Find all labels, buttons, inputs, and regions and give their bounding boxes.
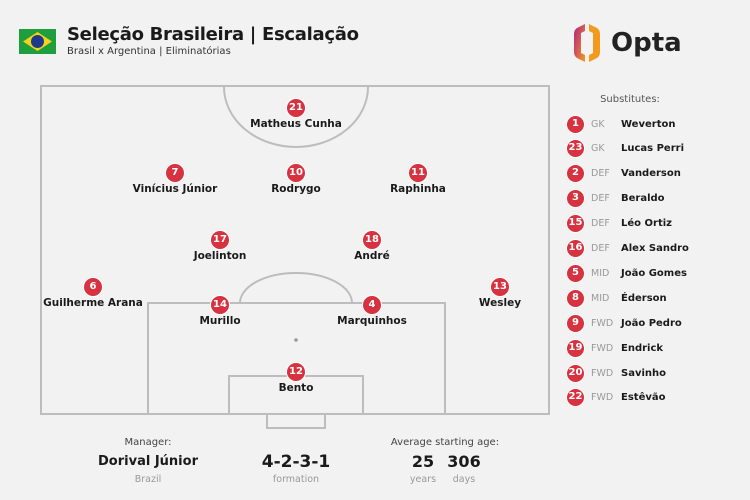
player-number: 13	[490, 277, 510, 297]
sub-number: 15	[566, 214, 585, 234]
manager-label: Manager:	[124, 437, 172, 448]
player-name: Rodrygo	[271, 183, 321, 195]
formation: 4-2-3-1	[261, 452, 331, 472]
sub-position: DEF	[591, 193, 610, 205]
player: 7 Vinícius Júnior	[105, 160, 245, 195]
player: 4 Marquinhos	[302, 292, 442, 327]
substitute-row: 2 DEF Vanderson	[566, 164, 681, 184]
player-name: Marquinhos	[337, 315, 407, 327]
sub-position: DEF	[591, 168, 610, 180]
sub-number: 9	[566, 313, 585, 333]
sub-number: 19	[566, 338, 585, 358]
sub-position: DEF	[591, 243, 610, 254]
sub-number: 20	[566, 363, 585, 383]
manager-name: Dorival Júnior	[98, 454, 198, 469]
player-name: Murillo	[199, 315, 241, 327]
sub-name: Endrick	[621, 342, 664, 354]
player-number: 14	[210, 295, 230, 315]
player-number: 7	[165, 163, 185, 183]
sub-position: FWD	[591, 392, 614, 404]
sub-number: 23	[566, 139, 585, 159]
player-name: Guilherme Arana	[43, 297, 143, 309]
player: 6 Guilherme Arana	[23, 274, 163, 309]
sub-position: GK	[591, 118, 605, 130]
age-label: Average starting age:	[390, 437, 500, 448]
player-name: Raphinha	[390, 183, 446, 195]
player: 17 Joelinton	[150, 227, 290, 262]
sub-name: Beraldo	[621, 193, 665, 205]
sub-name: Éderson	[621, 292, 667, 304]
player-number: 6	[83, 277, 103, 297]
player-name: Matheus Cunha	[250, 118, 342, 130]
opta-logo-icon	[574, 24, 600, 62]
sub-number: 1	[566, 114, 585, 134]
sub-number: 22	[566, 388, 585, 408]
substitute-row: 1 GK Weverton	[566, 114, 675, 134]
substitute-row: 23 GK Lucas Perri	[566, 139, 684, 159]
player-number: 4	[362, 295, 382, 315]
substitute-row: 20 FWD Savinho	[566, 363, 666, 383]
player: 11 Raphinha	[348, 160, 488, 195]
sub-position: FWD	[591, 317, 614, 329]
sub-name: Alex Sandro	[621, 243, 689, 254]
page-subtitle: Brasil x Argentina | Eliminatórias	[67, 46, 231, 57]
substitute-row: 3 DEF Beraldo	[566, 189, 665, 209]
player: 18 André	[302, 227, 442, 262]
sub-number: 16	[566, 239, 585, 258]
sub-name: Weverton	[621, 118, 676, 130]
substitute-row: 22 FWD Estêvão	[566, 388, 665, 408]
substitutes-title: Substitutes:	[600, 94, 660, 105]
sub-position: FWD	[591, 342, 614, 354]
substitute-row: 8 MID Éderson	[566, 288, 667, 308]
sub-position: GK	[591, 143, 605, 155]
sub-number: 8	[566, 288, 585, 308]
player: 10 Rodrygo	[226, 160, 366, 195]
substitute-row: 5 MID João Gomes	[566, 263, 687, 283]
age-years: 25	[411, 452, 435, 471]
brazil-flag-icon	[19, 29, 56, 54]
sub-position: FWD	[591, 367, 614, 379]
player-number: 18	[362, 230, 382, 250]
sub-position: DEF	[591, 218, 610, 230]
goal	[266, 414, 326, 429]
player-number: 21	[286, 98, 306, 118]
player-name: Bento	[278, 382, 314, 394]
player-name: Vinícius Júnior	[132, 183, 218, 195]
player-number: 17	[210, 230, 230, 250]
player-name: André	[354, 250, 390, 262]
player: 14 Murillo	[150, 292, 290, 327]
player-number: 12	[286, 362, 306, 382]
opta-logo-text: Opta	[611, 28, 682, 58]
sub-name: Lucas Perri	[621, 143, 685, 155]
player-name: Joelinton	[193, 250, 247, 262]
years-label: years	[409, 474, 437, 485]
substitute-row: 9 FWD João Pedro	[566, 313, 682, 333]
player: 12 Bento	[226, 359, 366, 394]
sub-name: João Pedro	[621, 317, 682, 329]
page-title: Seleção Brasileira | Escalação	[67, 24, 359, 45]
sub-name: João Gomes	[621, 267, 687, 279]
player: 13 Wesley	[430, 274, 570, 309]
days-label: days	[452, 474, 476, 485]
substitute-row: 16 DEF Alex Sandro	[566, 239, 689, 259]
sub-name: Savinho	[621, 367, 667, 379]
sub-number: 2	[566, 164, 585, 184]
sub-number: 3	[566, 189, 585, 209]
substitute-row: 19 FWD Endrick	[566, 338, 663, 358]
pitch	[40, 85, 550, 415]
sub-name: Estêvão	[621, 392, 666, 404]
age-days: 306	[447, 452, 481, 471]
sub-position: MID	[591, 267, 610, 279]
sub-number: 5	[566, 263, 585, 283]
substitute-row: 15 DEF Léo Ortiz	[566, 214, 672, 234]
player-name: Wesley	[478, 297, 522, 309]
player: 21 Matheus Cunha	[226, 95, 366, 130]
player-number: 10	[286, 163, 306, 183]
sub-position: MID	[591, 292, 610, 304]
sub-name: Léo Ortiz	[621, 218, 672, 230]
sub-name: Vanderson	[621, 168, 681, 180]
manager-country: Brazil	[134, 474, 162, 485]
player-number: 11	[408, 163, 428, 183]
formation-label: formation	[272, 474, 320, 485]
